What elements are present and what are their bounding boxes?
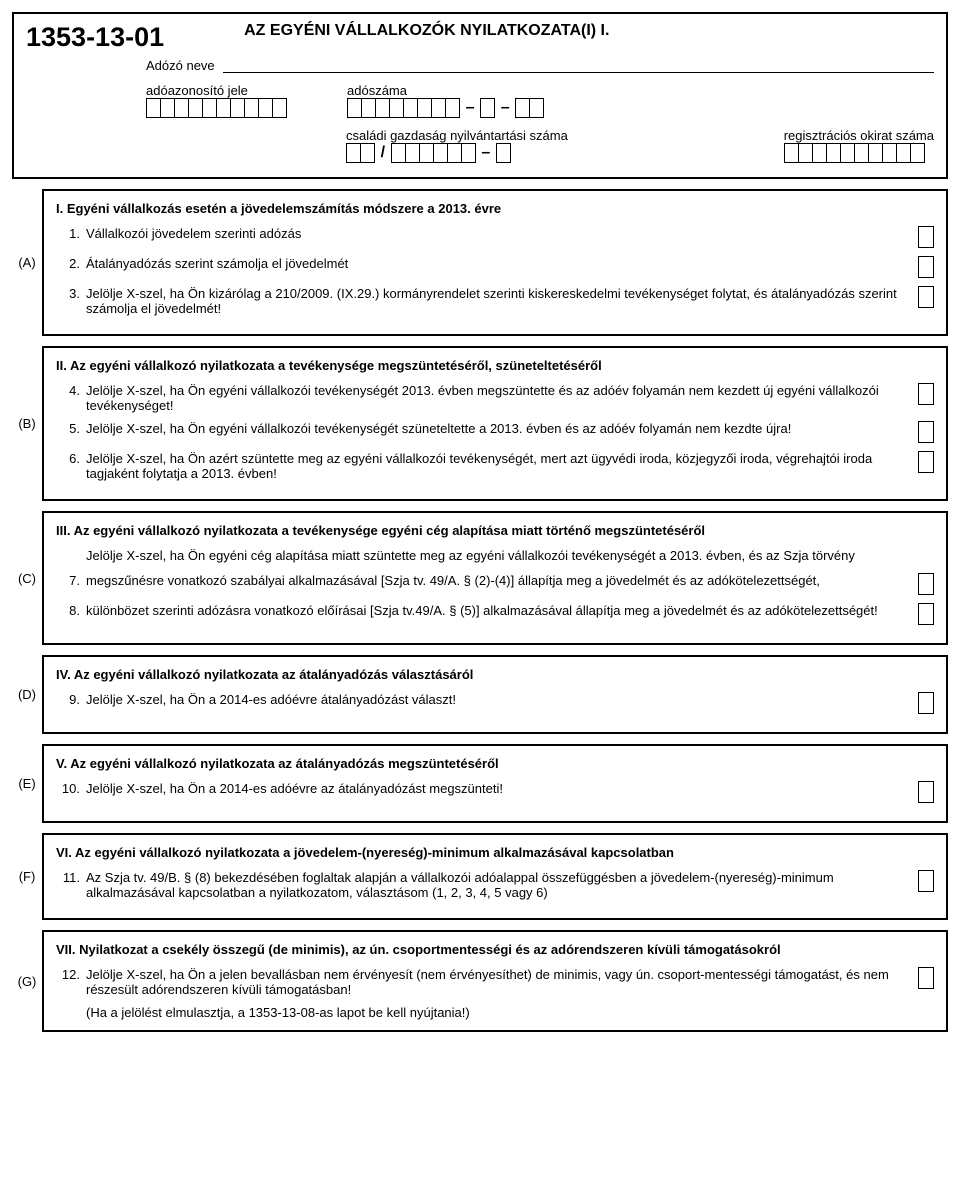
- dash-icon: –: [464, 98, 477, 118]
- item-text: Jelölje X-szel, ha Ön a jelen bevallásba…: [86, 967, 912, 997]
- form-item: 3. Jelölje X-szel, ha Ön kizárólag a 210/…: [56, 286, 934, 316]
- item-number: 1.: [56, 226, 80, 241]
- checkbox[interactable]: [918, 603, 934, 625]
- section-letter: (D): [12, 655, 42, 734]
- section-letter: (B): [12, 346, 42, 501]
- item-text: megszűnésre vonatkozó szabályai alkalmaz…: [86, 573, 912, 588]
- item-text: Jelölje X-szel, ha Ön egyéni vállalkozói…: [86, 383, 912, 413]
- section-E: (E) V. Az egyéni vállalkozó nyilatkozata …: [12, 744, 948, 823]
- item-text: Jelölje X-szel, ha Ön egyéni vállalkozói…: [86, 421, 912, 436]
- form-item: 9. Jelölje X-szel, ha Ön a 2014-es adóévr…: [56, 692, 934, 714]
- checkbox[interactable]: [918, 226, 934, 248]
- checkbox[interactable]: [918, 692, 934, 714]
- item-text: Átalányadózás szerint számolja el jövede…: [86, 256, 912, 271]
- section-F: (F) VI. Az egyéni vállalkozó nyilatkozata…: [12, 833, 948, 920]
- section-letter: (A): [12, 189, 42, 336]
- section-box: VI. Az egyéni vállalkozó nyilatkozata a …: [42, 833, 948, 920]
- dash-icon: –: [499, 98, 512, 118]
- section-title: III. Az egyéni vállalkozó nyilatkozata a…: [56, 523, 934, 538]
- form-item: 1. Vállalkozói jövedelem szerinti adózás: [56, 226, 934, 248]
- form-item: 8. különbözet szerinti adózásra vonatkozó…: [56, 603, 934, 625]
- section-note: (Ha a jelölést elmulasztja, a 1353-13-08…: [86, 1005, 934, 1020]
- section-box: III. Az egyéni vállalkozó nyilatkozata a…: [42, 511, 948, 645]
- form-item: 11. Az Szja tv. 49/B. § (8) bekezdésében …: [56, 870, 934, 900]
- item-number: 11.: [56, 870, 80, 885]
- section-C: (C) III. Az egyéni vállalkozó nyilatkozat…: [12, 511, 948, 645]
- slash-icon: /: [379, 143, 387, 163]
- item-text: Az Szja tv. 49/B. § (8) bekezdésében fog…: [86, 870, 912, 900]
- item-number: 4.: [56, 383, 80, 398]
- form-item: 10. Jelölje X-szel, ha Ön a 2014-es adóév…: [56, 781, 934, 803]
- label-family-farm: családi gazdaság nyilvántartási száma: [346, 128, 568, 143]
- dash-icon: –: [479, 143, 492, 163]
- section-preamble: Jelölje X-szel, ha Ön egyéni cég alapítá…: [86, 548, 934, 563]
- section-title: II. Az egyéni vállalkozó nyilatkozata a …: [56, 358, 934, 373]
- item-number: 12.: [56, 967, 80, 982]
- item-number: 9.: [56, 692, 80, 707]
- checkbox[interactable]: [918, 967, 934, 989]
- section-title: VI. Az egyéni vállalkozó nyilatkozata a …: [56, 845, 934, 860]
- checkbox[interactable]: [918, 383, 934, 405]
- section-G: (G) VII. Nyilatkozat a csekély összegű (d…: [12, 930, 948, 1032]
- section-box: VII. Nyilatkozat a csekély összegű (de m…: [42, 930, 948, 1032]
- section-A: (A) I. Egyéni vállalkozás esetén a jövede…: [12, 189, 948, 336]
- section-letter: (C): [12, 511, 42, 645]
- cells-tax-number-b[interactable]: [480, 98, 495, 118]
- checkbox[interactable]: [918, 451, 934, 473]
- checkbox[interactable]: [918, 870, 934, 892]
- section-box: IV. Az egyéni vállalkozó nyilatkozata az…: [42, 655, 948, 734]
- cells-family-b[interactable]: [391, 143, 476, 163]
- item-number: 8.: [56, 603, 80, 618]
- item-text: Jelölje X-szel, ha Ön a 2014-es adóévre …: [86, 781, 912, 796]
- form-item: 7. megszűnésre vonatkozó szabályai alkalm…: [56, 573, 934, 595]
- section-title: V. Az egyéni vállalkozó nyilatkozata az …: [56, 756, 934, 771]
- item-text: Jelölje X-szel, ha Ön a 2014-es adóévre …: [86, 692, 912, 707]
- cells-reg[interactable]: [784, 143, 925, 163]
- form-title: AZ EGYÉNI VÁLLALKOZÓK NYILATKOZATA(I) I.: [244, 22, 609, 40]
- form-item: 4. Jelölje X-szel, ha Ön egyéni vállalkoz…: [56, 383, 934, 413]
- item-number: 10.: [56, 781, 80, 796]
- item-number: 6.: [56, 451, 80, 466]
- item-text: különbözet szerinti adózásra vonatkozó e…: [86, 603, 912, 618]
- item-number: 5.: [56, 421, 80, 436]
- label-reg-doc: regisztrációs okirat száma: [784, 128, 934, 143]
- section-B: (B) II. Az egyéni vállalkozó nyilatkozata…: [12, 346, 948, 501]
- checkbox[interactable]: [918, 286, 934, 308]
- item-text: Jelölje X-szel, ha Ön kizárólag a 210/20…: [86, 286, 912, 316]
- item-text: Jelölje X-szel, ha Ön azért szüntette me…: [86, 451, 912, 481]
- section-letter: (F): [12, 833, 42, 920]
- cells-family-a[interactable]: [346, 143, 375, 163]
- cells-tax-number-a[interactable]: [347, 98, 460, 118]
- checkbox[interactable]: [918, 256, 934, 278]
- checkbox[interactable]: [918, 573, 934, 595]
- section-box: I. Egyéni vállalkozás esetén a jövedelem…: [42, 189, 948, 336]
- checkbox[interactable]: [918, 421, 934, 443]
- section-title: VII. Nyilatkozat a csekély összegű (de m…: [56, 942, 934, 957]
- section-title: I. Egyéni vállalkozás esetén a jövedelem…: [56, 201, 934, 216]
- label-tax-number: adószáma: [347, 83, 544, 98]
- item-text: Vállalkozói jövedelem szerinti adózás: [86, 226, 912, 241]
- form-item: 12. Jelölje X-szel, ha Ön a jelen bevallá…: [56, 967, 934, 997]
- form-item: 2. Átalányadózás szerint számolja el jöve…: [56, 256, 934, 278]
- cells-tax-number-c[interactable]: [515, 98, 544, 118]
- item-number: 7.: [56, 573, 80, 588]
- form-item: 5. Jelölje X-szel, ha Ön egyéni vállalkoz…: [56, 421, 934, 443]
- section-letter: (G): [12, 930, 42, 1032]
- cells-tax-id[interactable]: [146, 98, 287, 118]
- form-code: 1353-13-01: [26, 22, 164, 53]
- checkbox[interactable]: [918, 781, 934, 803]
- section-box: V. Az egyéni vállalkozó nyilatkozata az …: [42, 744, 948, 823]
- form-item: 6. Jelölje X-szel, ha Ön azért szüntette …: [56, 451, 934, 481]
- item-number: 3.: [56, 286, 80, 301]
- section-box: II. Az egyéni vállalkozó nyilatkozata a …: [42, 346, 948, 501]
- section-letter: (E): [12, 744, 42, 823]
- label-taxpayer-name: Adózó neve: [146, 58, 215, 73]
- label-tax-id: adóazonosító jele: [146, 83, 287, 98]
- form-header: 1353-13-01 AZ EGYÉNI VÁLLALKOZÓK NYILATK…: [12, 12, 948, 179]
- section-title: IV. Az egyéni vállalkozó nyilatkozata az…: [56, 667, 934, 682]
- section-D: (D) IV. Az egyéni vállalkozó nyilatkozata…: [12, 655, 948, 734]
- item-number: 2.: [56, 256, 80, 271]
- cells-family-c[interactable]: [496, 143, 511, 163]
- field-taxpayer-name[interactable]: [223, 57, 934, 73]
